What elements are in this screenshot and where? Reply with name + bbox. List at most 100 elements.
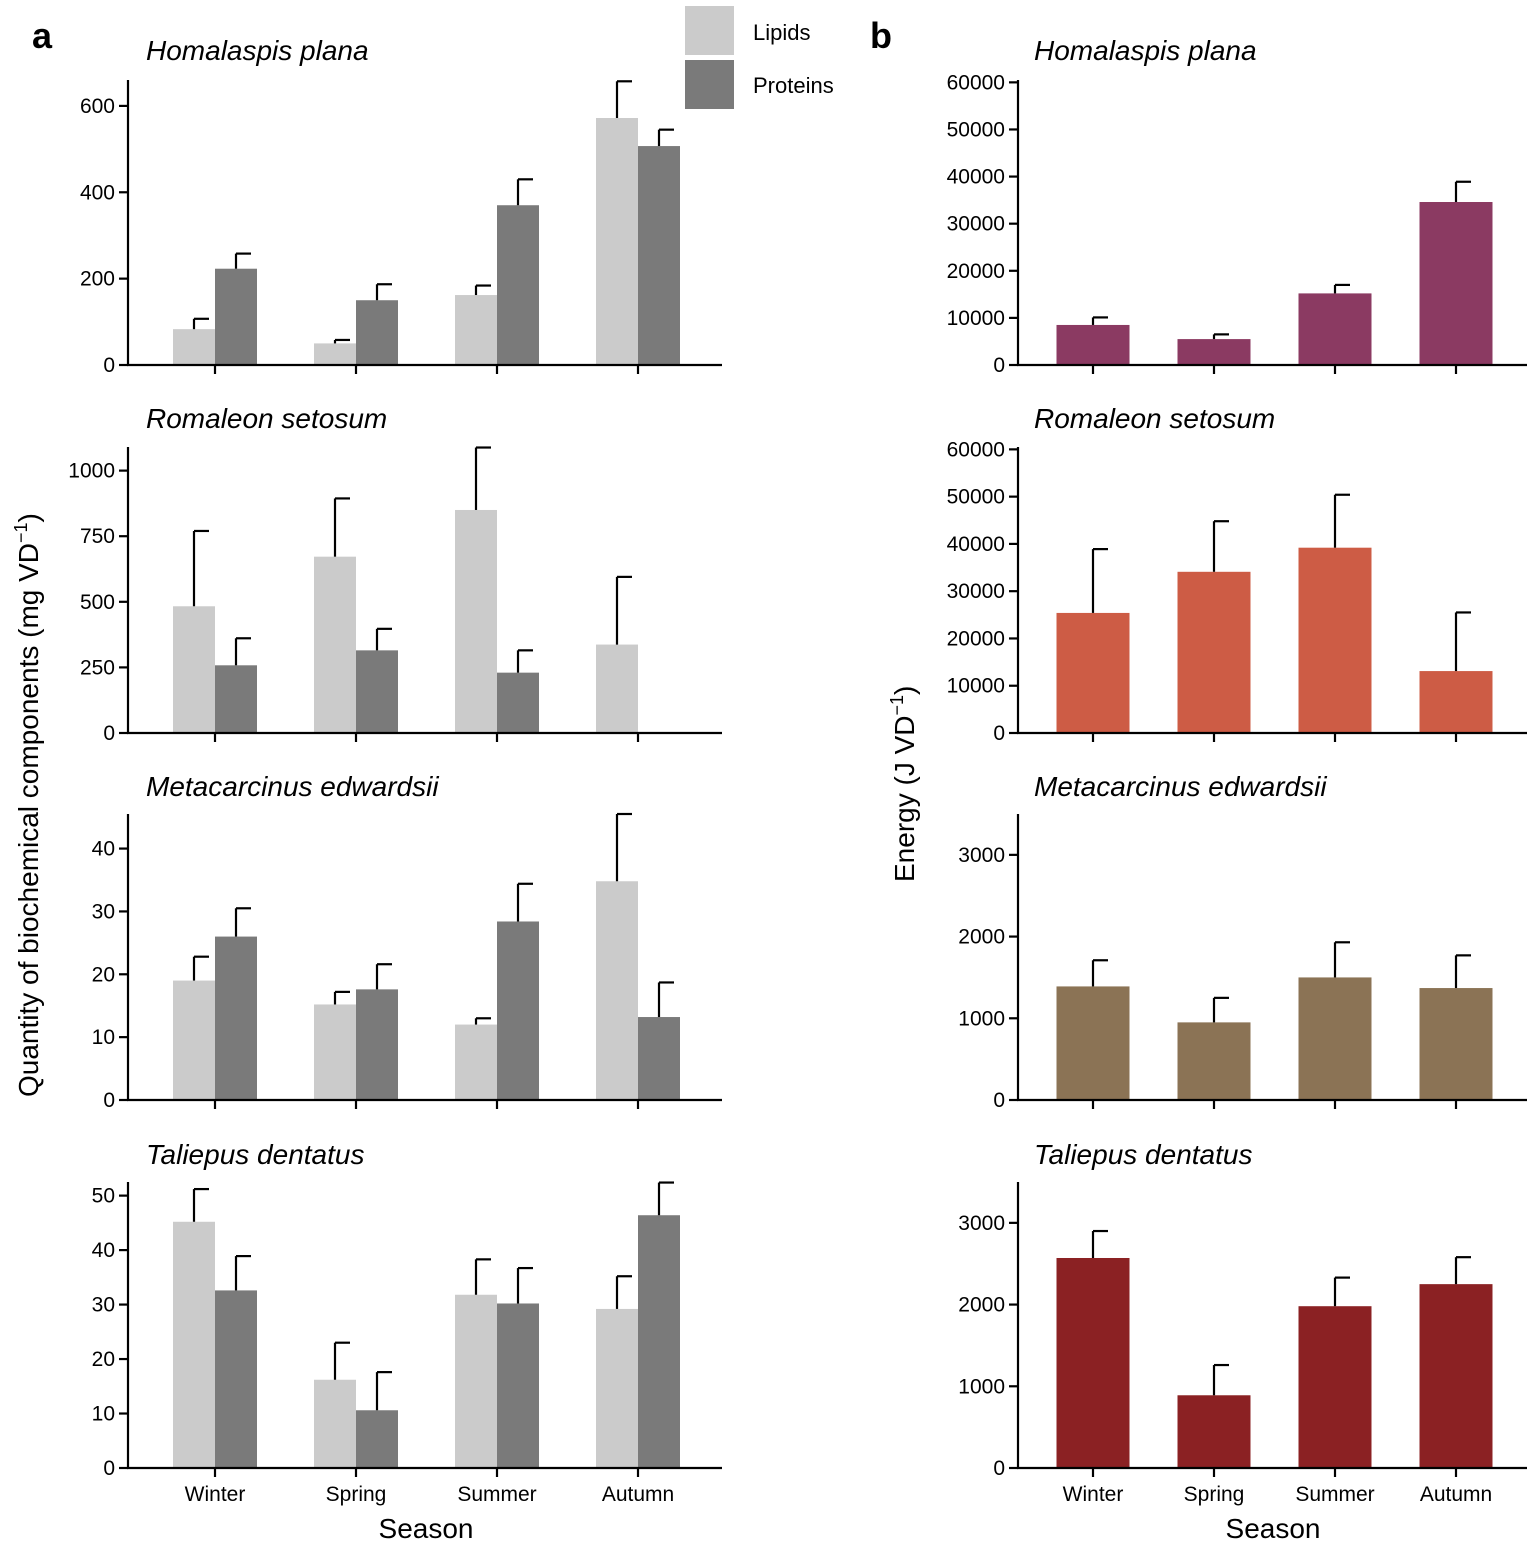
y-tick-label: 50000 xyxy=(947,486,1005,509)
bar-lipids-winter xyxy=(173,606,215,733)
y-tick-label: 10 xyxy=(92,1403,115,1426)
y-tick-label: 1000 xyxy=(958,1007,1005,1030)
bar-energy-autumn xyxy=(1419,988,1493,1100)
y-tick-label: 750 xyxy=(80,525,115,548)
y-tick-label: 500 xyxy=(80,591,115,614)
chart-title: Romaleon setosum xyxy=(146,403,387,434)
chart-a-1: Homalaspis plana 0 200 400 600 xyxy=(80,35,722,377)
y-tick-label: 10000 xyxy=(947,675,1005,698)
y-tick-label: 200 xyxy=(80,268,115,291)
y-tick-label: 40 xyxy=(92,1239,115,1262)
bar-energy-spring xyxy=(1177,1395,1251,1468)
x-tick-label-spring: Spring xyxy=(1184,1483,1245,1506)
y-tick-label: 10000 xyxy=(947,307,1005,330)
panel-letter-a: a xyxy=(32,15,53,56)
bar-lipids-spring xyxy=(314,1004,356,1100)
y-tick-label: 50000 xyxy=(947,118,1005,141)
chart-b-7: Metacarcinus edwardsii 0 1000 2000 3000 xyxy=(958,771,1527,1112)
chart-b-5: Homalaspis plana 0 10000 20000 30000 40000 500… xyxy=(947,35,1527,377)
y-tick-label: 250 xyxy=(80,656,115,679)
bar-proteins-summer xyxy=(497,921,539,1100)
x-tick-label-winter: Winter xyxy=(185,1483,246,1506)
y-tick-label: 2000 xyxy=(958,926,1005,949)
bar-proteins-spring xyxy=(356,1410,398,1468)
bar-proteins-winter xyxy=(215,665,257,733)
y-tick-label: 40 xyxy=(92,838,115,861)
y-tick-label: 600 xyxy=(80,95,115,118)
y-tick-label: 60000 xyxy=(947,438,1005,461)
y-tick-label: 0 xyxy=(103,1457,115,1480)
bar-energy-summer xyxy=(1298,1306,1372,1468)
bar-lipids-summer xyxy=(455,1294,497,1468)
y-axis-title-b-text: Energy (J VD xyxy=(889,716,920,883)
bar-lipids-spring xyxy=(314,343,356,365)
y-tick-label: 30 xyxy=(92,1294,115,1317)
y-tick-label: 0 xyxy=(103,354,115,377)
bar-lipids-spring xyxy=(314,1379,356,1468)
y-tick-label: 0 xyxy=(103,722,115,745)
bar-energy-summer xyxy=(1298,547,1372,733)
y-tick-label: 20 xyxy=(92,963,115,986)
bar-energy-spring xyxy=(1177,571,1251,733)
bar-lipids-summer xyxy=(455,509,497,733)
bar-proteins-winter xyxy=(215,268,257,365)
bar-lipids-winter xyxy=(173,329,215,365)
bar-energy-winter xyxy=(1056,612,1130,733)
bar-proteins-spring xyxy=(356,650,398,733)
x-tick-label-summer: Summer xyxy=(457,1483,536,1506)
bar-proteins-winter xyxy=(215,1290,257,1468)
bar-energy-spring xyxy=(1177,1022,1251,1100)
bar-energy-summer xyxy=(1298,977,1372,1100)
bar-proteins-summer xyxy=(497,672,539,733)
y-tick-label: 20 xyxy=(92,1348,115,1371)
bar-proteins-autumn xyxy=(638,146,680,365)
y-tick-label: 1000 xyxy=(958,1375,1005,1398)
bar-lipids-winter xyxy=(173,1221,215,1468)
y-axis-title-b-close: ) xyxy=(889,686,920,695)
x-tick-label-autumn: Autumn xyxy=(602,1483,674,1506)
bar-proteins-autumn xyxy=(638,1017,680,1100)
y-tick-label: 3000 xyxy=(958,844,1005,867)
y-tick-label: 10 xyxy=(92,1026,115,1049)
legend: Lipids Proteins xyxy=(685,6,834,109)
bar-proteins-summer xyxy=(497,1303,539,1468)
bar-lipids-autumn xyxy=(596,881,638,1100)
y-tick-label: 40000 xyxy=(947,166,1005,189)
legend-proteins-label: Proteins xyxy=(753,73,834,98)
x-tick-label-autumn: Autumn xyxy=(1420,1483,1492,1506)
bar-lipids-autumn xyxy=(596,1308,638,1468)
bar-energy-winter xyxy=(1056,986,1130,1100)
bar-proteins-spring xyxy=(356,989,398,1100)
chart-b-8: Taliepus dentatus 0 1000 2000 3000 Winter Spri… xyxy=(958,1139,1527,1506)
y-tick-label: 0 xyxy=(993,1457,1005,1480)
bar-proteins-winter xyxy=(215,936,257,1100)
y-tick-label: 30000 xyxy=(947,213,1005,236)
chart-title: Taliepus dentatus xyxy=(146,1139,364,1170)
chart-title: Metacarcinus edwardsii xyxy=(1034,771,1327,802)
x-axis-title-b: Season xyxy=(1226,1513,1321,1544)
y-tick-label: 60000 xyxy=(947,71,1005,94)
x-tick-label-winter: Winter xyxy=(1063,1483,1124,1506)
bar-energy-autumn xyxy=(1419,671,1493,733)
y-axis-title-a-text: Quantity of biochemical components (mg V… xyxy=(13,543,44,1097)
y-axis-title-a-sup: −1 xyxy=(11,522,31,543)
bar-lipids-summer xyxy=(455,1024,497,1100)
bar-lipids-spring xyxy=(314,556,356,733)
y-tick-label: 2000 xyxy=(958,1294,1005,1317)
y-tick-label: 3000 xyxy=(958,1212,1005,1235)
y-tick-label: 0 xyxy=(993,1089,1005,1112)
y-tick-label: 400 xyxy=(80,181,115,204)
bar-proteins-summer xyxy=(497,205,539,365)
y-tick-label: 20000 xyxy=(947,260,1005,283)
bar-proteins-spring xyxy=(356,300,398,365)
chart-title: Taliepus dentatus xyxy=(1034,1139,1252,1170)
chart-title: Homalaspis plana xyxy=(1034,35,1257,66)
bar-energy-spring xyxy=(1177,339,1251,365)
panel-letter-b: b xyxy=(870,15,892,56)
chart-a-3: Metacarcinus edwardsii 0 10 20 30 40 xyxy=(92,771,722,1112)
y-axis-title-b-sup: −1 xyxy=(887,695,907,716)
bar-energy-autumn xyxy=(1419,202,1493,365)
legend-proteins-swatch xyxy=(685,60,734,109)
x-tick-label-summer: Summer xyxy=(1295,1483,1374,1506)
bar-energy-winter xyxy=(1056,324,1130,365)
